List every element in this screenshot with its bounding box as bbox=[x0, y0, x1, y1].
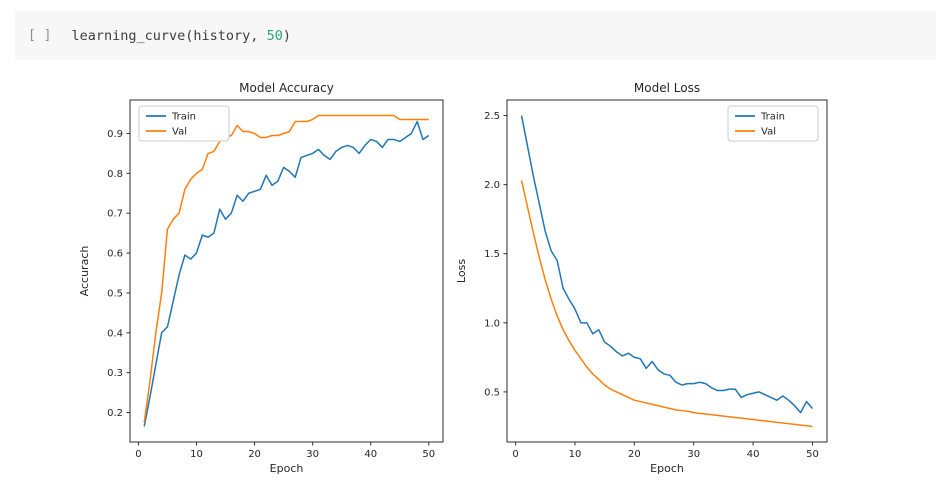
y-tick-label: 0.8 bbox=[107, 169, 123, 180]
train-line bbox=[520, 115, 814, 414]
code-line[interactable]: learning_curve(history, 50) bbox=[71, 28, 290, 44]
legend: Train Val bbox=[138, 105, 230, 142]
x-tick-label: 20 bbox=[628, 449, 641, 460]
y-tick-label: 1.5 bbox=[484, 249, 500, 260]
plot-area bbox=[507, 100, 827, 442]
x-tick-label: 10 bbox=[569, 449, 582, 460]
chart-title: Model Accuracy bbox=[239, 81, 334, 95]
legend-label: Val bbox=[761, 127, 776, 138]
code-text-suffix: ) bbox=[282, 27, 291, 44]
x-tick-label: 40 bbox=[364, 449, 377, 460]
x-tick-label: 0 bbox=[135, 449, 141, 460]
legend-box bbox=[727, 105, 819, 142]
y-tick-label: 0.7 bbox=[107, 209, 123, 220]
code-text: learning_curve(history, bbox=[71, 27, 267, 44]
x-tick-label: 0 bbox=[512, 449, 518, 460]
y-tick-label: 0.5 bbox=[484, 387, 500, 398]
y-axis-label: Accurach bbox=[78, 246, 91, 297]
y-tick-label: 0.4 bbox=[107, 328, 123, 339]
x-tick-label: 50 bbox=[422, 449, 435, 460]
axes-spines bbox=[506, 99, 828, 443]
x-tick-label: 50 bbox=[806, 449, 819, 460]
x-axis-label: Epoch bbox=[270, 462, 304, 475]
y-tick-label: 2.0 bbox=[484, 180, 500, 191]
y-tick-label: 0.3 bbox=[107, 368, 123, 379]
plot-area bbox=[130, 100, 443, 442]
val-line bbox=[143, 114, 429, 423]
cell-run-button[interactable]: [ ] bbox=[28, 28, 52, 43]
y-tick-label: 0.9 bbox=[107, 129, 123, 140]
chart-title: Model Loss bbox=[634, 81, 700, 95]
code-cell: [ ] learning_curve(history, 50) bbox=[15, 11, 936, 60]
axes-spines bbox=[129, 99, 444, 443]
x-tick-label: 20 bbox=[248, 449, 261, 460]
legend-box bbox=[138, 105, 230, 142]
code-number-literal: 50 bbox=[266, 27, 283, 44]
val-line bbox=[520, 180, 813, 428]
legend-label: Train bbox=[171, 112, 196, 123]
y-tick-label: 2.5 bbox=[484, 111, 500, 122]
y-tick-label: 0.2 bbox=[107, 408, 123, 419]
train-line bbox=[143, 120, 430, 427]
y-tick-label: 1.0 bbox=[484, 318, 500, 329]
legend-label: Train bbox=[760, 112, 785, 123]
y-tick-label: 0.6 bbox=[107, 249, 123, 260]
y-tick-label: 0.5 bbox=[107, 288, 123, 299]
x-axis-label: Epoch bbox=[650, 462, 684, 475]
legend-label: Val bbox=[172, 127, 187, 138]
x-tick-label: 30 bbox=[687, 449, 700, 460]
loss-chart: 0 10 20 30 40 50 0.5 1.0 1.5 2.0 2.5 Model Loss Epoc… bbox=[455, 81, 828, 475]
x-tick-label: 40 bbox=[747, 449, 760, 460]
legend: Train Val bbox=[727, 105, 819, 142]
x-tick-label: 10 bbox=[190, 449, 203, 460]
x-tick-label: 30 bbox=[306, 449, 319, 460]
y-axis-label: Loss bbox=[455, 259, 468, 283]
accuracy-chart: 0 10 20 30 40 50 0.2 0.3 0.4 0.5 0.6 0.7 0.8 0.9 Model… bbox=[78, 81, 444, 475]
